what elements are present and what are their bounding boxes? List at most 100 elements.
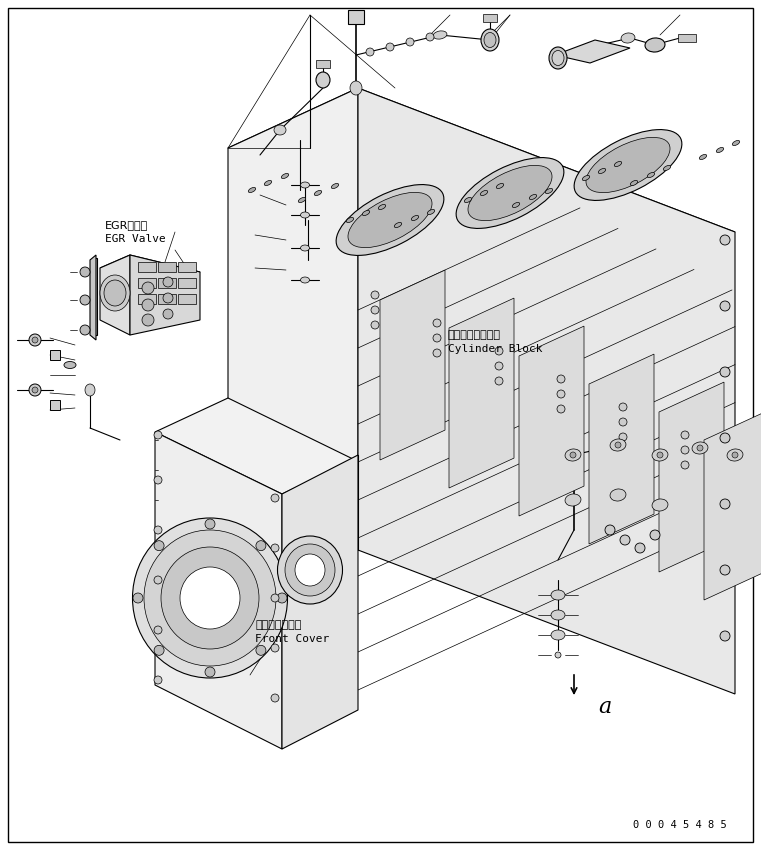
Ellipse shape <box>582 175 590 180</box>
Ellipse shape <box>468 166 552 221</box>
Ellipse shape <box>64 361 76 369</box>
Circle shape <box>271 544 279 552</box>
Circle shape <box>256 645 266 655</box>
Circle shape <box>619 418 627 426</box>
Circle shape <box>371 321 379 329</box>
Bar <box>158 294 176 304</box>
Circle shape <box>154 476 162 484</box>
Ellipse shape <box>350 81 362 95</box>
Circle shape <box>154 541 164 551</box>
Circle shape <box>277 593 287 603</box>
Circle shape <box>620 535 630 545</box>
Circle shape <box>650 530 660 540</box>
Circle shape <box>720 499 730 509</box>
Polygon shape <box>228 88 358 550</box>
Ellipse shape <box>298 197 306 202</box>
Ellipse shape <box>549 47 567 69</box>
Polygon shape <box>155 432 282 749</box>
Ellipse shape <box>248 188 256 193</box>
Circle shape <box>154 676 162 684</box>
Ellipse shape <box>551 630 565 640</box>
Ellipse shape <box>546 189 552 194</box>
Ellipse shape <box>727 449 743 461</box>
Ellipse shape <box>301 245 310 251</box>
Ellipse shape <box>552 50 564 65</box>
Ellipse shape <box>614 162 622 167</box>
Ellipse shape <box>555 652 561 658</box>
Ellipse shape <box>610 489 626 501</box>
Circle shape <box>406 38 414 46</box>
Ellipse shape <box>282 173 288 178</box>
Ellipse shape <box>132 518 288 678</box>
Circle shape <box>154 626 162 634</box>
Circle shape <box>681 461 689 469</box>
Circle shape <box>557 390 565 398</box>
Ellipse shape <box>565 449 581 461</box>
Polygon shape <box>90 255 96 340</box>
Bar <box>138 262 156 272</box>
Polygon shape <box>704 410 761 600</box>
Bar <box>138 294 156 304</box>
Circle shape <box>557 375 565 383</box>
Polygon shape <box>449 298 514 488</box>
Polygon shape <box>155 398 355 494</box>
Circle shape <box>433 349 441 357</box>
Circle shape <box>29 384 41 396</box>
Ellipse shape <box>301 182 310 188</box>
Circle shape <box>142 282 154 294</box>
Text: 0 0 0 4 5 4 8 5: 0 0 0 4 5 4 8 5 <box>633 820 727 830</box>
Circle shape <box>495 377 503 385</box>
Ellipse shape <box>295 554 325 586</box>
Circle shape <box>720 301 730 311</box>
Ellipse shape <box>104 280 126 306</box>
Text: EGRバルブ: EGRバルブ <box>105 220 148 230</box>
Circle shape <box>205 667 215 677</box>
Circle shape <box>720 565 730 575</box>
Ellipse shape <box>301 277 310 283</box>
Bar <box>316 60 330 68</box>
Polygon shape <box>555 40 630 63</box>
Text: シリンダブロック: シリンダブロック <box>448 330 501 340</box>
Circle shape <box>605 525 615 535</box>
Bar <box>178 262 196 272</box>
Ellipse shape <box>565 494 581 506</box>
Polygon shape <box>358 88 735 694</box>
Polygon shape <box>519 326 584 516</box>
Ellipse shape <box>611 440 625 450</box>
Circle shape <box>80 325 90 335</box>
Circle shape <box>80 267 90 277</box>
Circle shape <box>29 334 41 346</box>
Bar <box>178 278 196 288</box>
Circle shape <box>154 431 162 439</box>
Circle shape <box>720 631 730 641</box>
Circle shape <box>433 319 441 327</box>
Circle shape <box>154 645 164 655</box>
Ellipse shape <box>652 449 668 461</box>
Circle shape <box>271 494 279 502</box>
Ellipse shape <box>274 125 286 135</box>
Circle shape <box>205 519 215 529</box>
Ellipse shape <box>481 29 499 51</box>
Bar <box>678 34 696 42</box>
Circle shape <box>163 293 173 303</box>
Ellipse shape <box>161 547 259 649</box>
Ellipse shape <box>285 544 335 596</box>
Bar <box>50 400 60 410</box>
Ellipse shape <box>85 384 95 396</box>
Bar <box>348 10 364 24</box>
Text: EGR Valve: EGR Valve <box>105 234 166 244</box>
Ellipse shape <box>484 32 496 48</box>
Circle shape <box>619 433 627 441</box>
Ellipse shape <box>645 38 665 52</box>
Circle shape <box>371 291 379 299</box>
Polygon shape <box>100 255 200 285</box>
Ellipse shape <box>512 202 520 207</box>
Ellipse shape <box>456 157 564 229</box>
Ellipse shape <box>362 211 370 216</box>
Circle shape <box>635 543 645 553</box>
Circle shape <box>142 299 154 311</box>
Bar <box>158 262 176 272</box>
Circle shape <box>619 403 627 411</box>
Ellipse shape <box>464 197 472 202</box>
Circle shape <box>681 431 689 439</box>
